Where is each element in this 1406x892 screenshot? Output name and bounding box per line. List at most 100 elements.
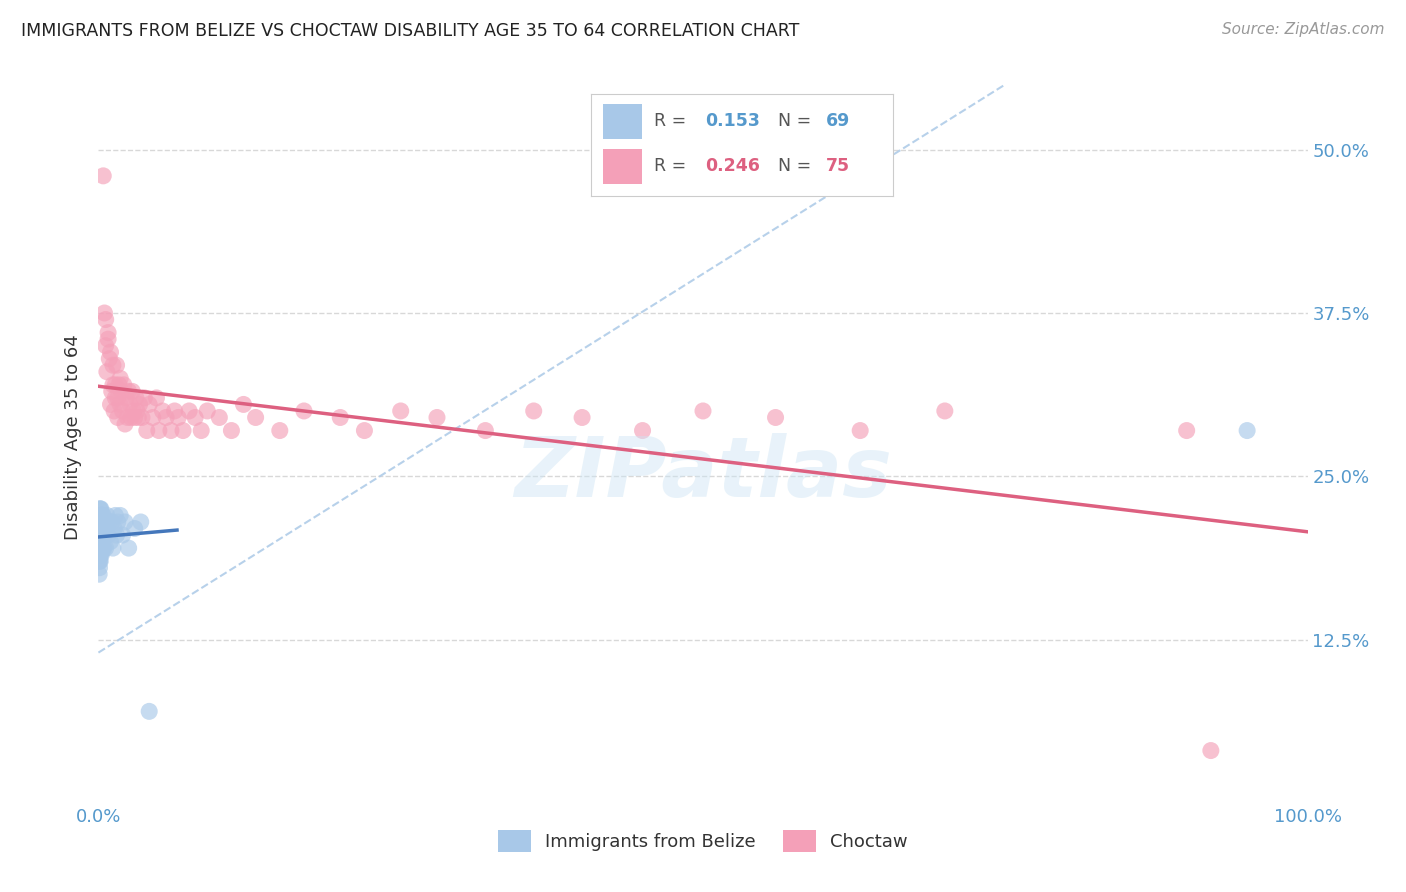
Point <box>163 404 186 418</box>
Point <box>89 515 111 529</box>
Point <box>1236 424 1258 438</box>
Text: N =: N = <box>778 112 817 130</box>
Point <box>94 515 117 529</box>
Point <box>849 424 872 438</box>
Point <box>89 508 111 523</box>
Point <box>145 391 167 405</box>
Point <box>142 410 165 425</box>
Point <box>90 515 112 529</box>
Point <box>1199 743 1222 757</box>
Point <box>120 410 142 425</box>
Point <box>98 515 121 529</box>
Point <box>101 541 124 555</box>
Point <box>87 515 110 529</box>
Point <box>87 541 110 555</box>
Point <box>124 410 146 425</box>
Point <box>91 508 114 523</box>
Point <box>91 528 114 542</box>
Point <box>104 391 127 405</box>
Point <box>89 502 111 516</box>
Point <box>100 515 122 529</box>
Point <box>89 508 111 523</box>
Point <box>89 560 111 574</box>
Bar <box>603 149 643 184</box>
Point <box>91 169 114 183</box>
Point <box>179 404 201 418</box>
Point <box>208 410 231 425</box>
Point <box>96 521 118 535</box>
Point <box>474 424 496 438</box>
Point <box>89 521 111 535</box>
Point <box>90 508 112 523</box>
Point <box>104 377 127 392</box>
Point <box>118 384 141 399</box>
Point <box>89 521 111 535</box>
Point <box>631 424 654 438</box>
Point <box>692 404 714 418</box>
Point <box>100 345 122 359</box>
Point <box>107 515 129 529</box>
Point <box>94 541 117 555</box>
Point <box>96 365 118 379</box>
Point <box>167 410 190 425</box>
Bar <box>603 104 643 139</box>
Point <box>571 410 593 425</box>
Point <box>93 541 115 555</box>
Text: ZIPatlas: ZIPatlas <box>515 434 891 514</box>
Point <box>89 534 111 549</box>
Text: 0.246: 0.246 <box>706 158 761 176</box>
Point <box>108 371 131 385</box>
Point <box>389 404 412 418</box>
Point <box>101 377 124 392</box>
Point <box>90 528 112 542</box>
Point <box>190 424 212 438</box>
Point <box>138 397 160 411</box>
Point <box>100 397 122 411</box>
Text: R =: R = <box>654 112 692 130</box>
Point <box>93 306 115 320</box>
Point <box>221 424 243 438</box>
Point <box>97 528 120 542</box>
Point <box>98 351 121 366</box>
Point <box>89 554 111 568</box>
Point <box>89 528 111 542</box>
Point <box>124 521 146 535</box>
Point <box>115 391 138 405</box>
Point <box>107 410 129 425</box>
Point <box>89 548 111 562</box>
Point <box>100 534 122 549</box>
Point <box>89 567 111 582</box>
Point <box>131 410 153 425</box>
Point <box>108 397 131 411</box>
Point <box>103 521 125 535</box>
Point <box>122 404 145 418</box>
Point <box>90 548 112 562</box>
Point <box>91 541 114 555</box>
Point <box>108 377 131 392</box>
Point <box>426 410 449 425</box>
Point <box>112 377 135 392</box>
Point <box>101 358 124 372</box>
Text: 69: 69 <box>827 112 851 130</box>
Point <box>103 404 125 418</box>
Point <box>111 404 134 418</box>
Point <box>765 410 787 425</box>
Point <box>129 515 152 529</box>
Point <box>107 391 129 405</box>
Text: Source: ZipAtlas.com: Source: ZipAtlas.com <box>1222 22 1385 37</box>
Point <box>91 521 114 535</box>
Point <box>269 424 291 438</box>
Point <box>89 521 111 535</box>
Point <box>329 410 352 425</box>
Point <box>89 548 111 562</box>
Text: IMMIGRANTS FROM BELIZE VS CHOCTAW DISABILITY AGE 35 TO 64 CORRELATION CHART: IMMIGRANTS FROM BELIZE VS CHOCTAW DISABI… <box>21 22 800 40</box>
Y-axis label: Disability Age 35 to 64: Disability Age 35 to 64 <box>65 334 83 540</box>
Point <box>93 521 115 535</box>
Point <box>97 332 120 346</box>
Point <box>96 508 118 523</box>
Point <box>117 410 139 425</box>
Point <box>152 404 174 418</box>
Point <box>87 554 110 568</box>
Point <box>127 410 149 425</box>
Point <box>90 541 112 555</box>
